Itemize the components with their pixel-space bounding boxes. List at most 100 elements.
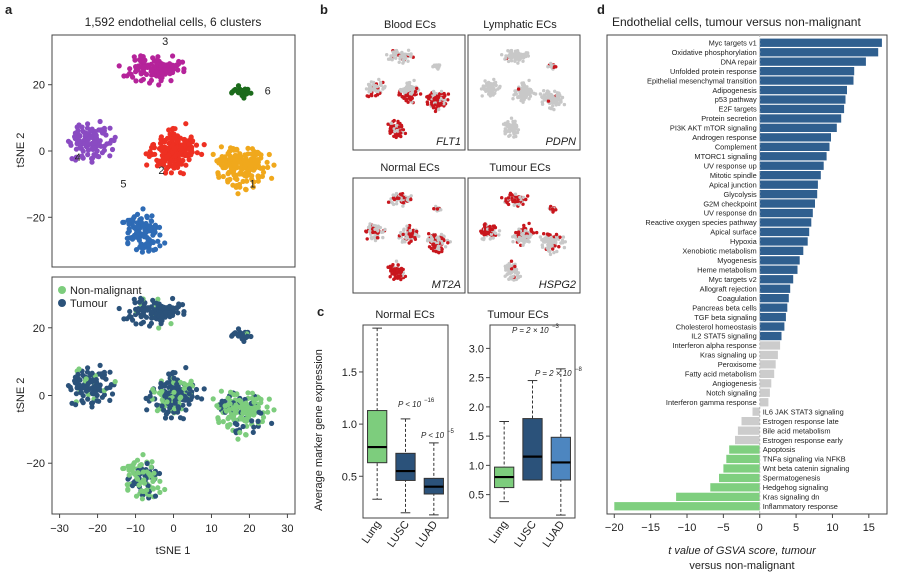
feature-point	[545, 232, 550, 236]
feature-point	[509, 259, 514, 263]
tsne-point	[144, 460, 150, 467]
feature-point	[508, 129, 512, 134]
tsne-ytick-label: 0	[39, 146, 45, 158]
feature-point	[396, 274, 400, 279]
panel-d-title: Endothelial cells, tumour versus non-mal…	[612, 15, 861, 29]
tsne-point	[98, 371, 104, 377]
gsva-bar	[759, 331, 782, 341]
feature-point	[540, 245, 545, 249]
gsva-bar-label: Reactive oxygen species pathway	[645, 218, 757, 227]
feature-point	[398, 121, 402, 126]
tsne-point	[260, 414, 267, 420]
gsva-bar-label: Adipogenesis	[712, 86, 757, 95]
gsva-bar-label: MTORC1 signaling	[694, 152, 756, 161]
feature-point	[432, 233, 436, 237]
gsva-bar	[759, 312, 786, 322]
feature-point	[555, 249, 559, 254]
feature-point	[521, 59, 525, 63]
tsne-point	[240, 423, 246, 430]
feature-point	[432, 97, 436, 101]
feature-point	[506, 196, 511, 200]
gsva-bar-label: Estrogen response late	[763, 417, 839, 426]
gsva-bar-label: UV response dn	[704, 209, 757, 218]
tsne-point	[222, 398, 228, 404]
feature-point	[498, 84, 502, 89]
gsva-bar	[741, 417, 760, 426]
gsva-bar-label: Angiogenesis	[712, 379, 757, 388]
b-title-normal: Normal ECs	[380, 162, 440, 174]
tsne-point	[149, 213, 155, 219]
feature-point	[401, 87, 406, 91]
feature-point	[551, 104, 555, 108]
feature-point	[542, 89, 546, 93]
feature-point	[401, 128, 406, 132]
tsne-point	[91, 390, 97, 396]
feature-point	[439, 232, 444, 237]
feature-point	[385, 53, 389, 57]
tsne-point	[127, 308, 133, 315]
feature-point	[515, 237, 519, 242]
tsne-point	[134, 211, 141, 217]
tsne-point	[73, 157, 79, 163]
tsne-point	[178, 389, 184, 395]
gsva-bar-label: Inflammatory response	[763, 502, 838, 511]
feature-point	[408, 92, 413, 96]
feature-point	[523, 229, 527, 233]
gsva-bar	[759, 237, 808, 246]
tsne-point	[156, 82, 162, 88]
tsne-point	[176, 58, 182, 65]
feature-point	[562, 102, 567, 107]
tsne-point	[259, 418, 265, 425]
gsva-bar	[759, 275, 794, 284]
tsne-bottom-xlabel: tSNE 1	[156, 545, 191, 557]
tsne-point	[127, 66, 133, 72]
feature-point	[521, 202, 525, 206]
feature-point	[507, 54, 512, 59]
tsne-point	[156, 146, 163, 152]
tsne-point	[151, 470, 157, 476]
tsne-point	[133, 306, 139, 312]
tsne-point	[177, 170, 184, 176]
gsva-bar	[735, 435, 760, 445]
tsne-point	[109, 146, 116, 153]
feature-point	[435, 98, 440, 102]
tsne-point	[147, 472, 153, 478]
gsva-bar-label: TNFa signaling via NFKB	[763, 455, 846, 464]
feature-point	[504, 199, 508, 203]
tsne-point	[116, 305, 122, 312]
c-normal-p2-exp: −5	[447, 429, 455, 435]
tsne-point	[161, 304, 167, 310]
tsne-point	[243, 186, 249, 192]
feature-point	[492, 81, 496, 85]
feature-point	[521, 81, 526, 85]
feature-point	[519, 243, 523, 247]
feature-point	[404, 236, 409, 240]
feature-point	[431, 106, 436, 110]
tsne-point	[144, 214, 150, 221]
gsva-bar-label: UV response up	[704, 161, 757, 170]
tsne-point	[85, 385, 91, 391]
feature-point	[431, 249, 436, 253]
feature-point	[493, 231, 498, 235]
gsva-bar-label: Peroxisome	[718, 360, 757, 369]
feature-point	[492, 77, 496, 82]
gsva-bar	[759, 246, 804, 255]
feature-point	[409, 194, 413, 198]
feature-point	[535, 230, 539, 235]
tsne-point	[153, 300, 159, 306]
tsne-point	[258, 155, 264, 161]
feature-point	[524, 197, 528, 202]
tsne-point	[84, 125, 91, 131]
tsne-point	[154, 402, 160, 408]
tsne-ytick-label: 20	[33, 323, 45, 335]
gsva-bar	[759, 208, 813, 218]
feature-point	[512, 125, 517, 129]
feature-point	[437, 250, 441, 255]
gene-label: HSPG2	[539, 279, 576, 291]
feature-point	[515, 273, 520, 278]
gsva-bar-label: Kras signaling up	[700, 351, 757, 360]
feature-point	[386, 122, 390, 126]
feature-point	[403, 52, 407, 56]
feature-point	[446, 92, 451, 96]
feature-point	[538, 92, 543, 96]
